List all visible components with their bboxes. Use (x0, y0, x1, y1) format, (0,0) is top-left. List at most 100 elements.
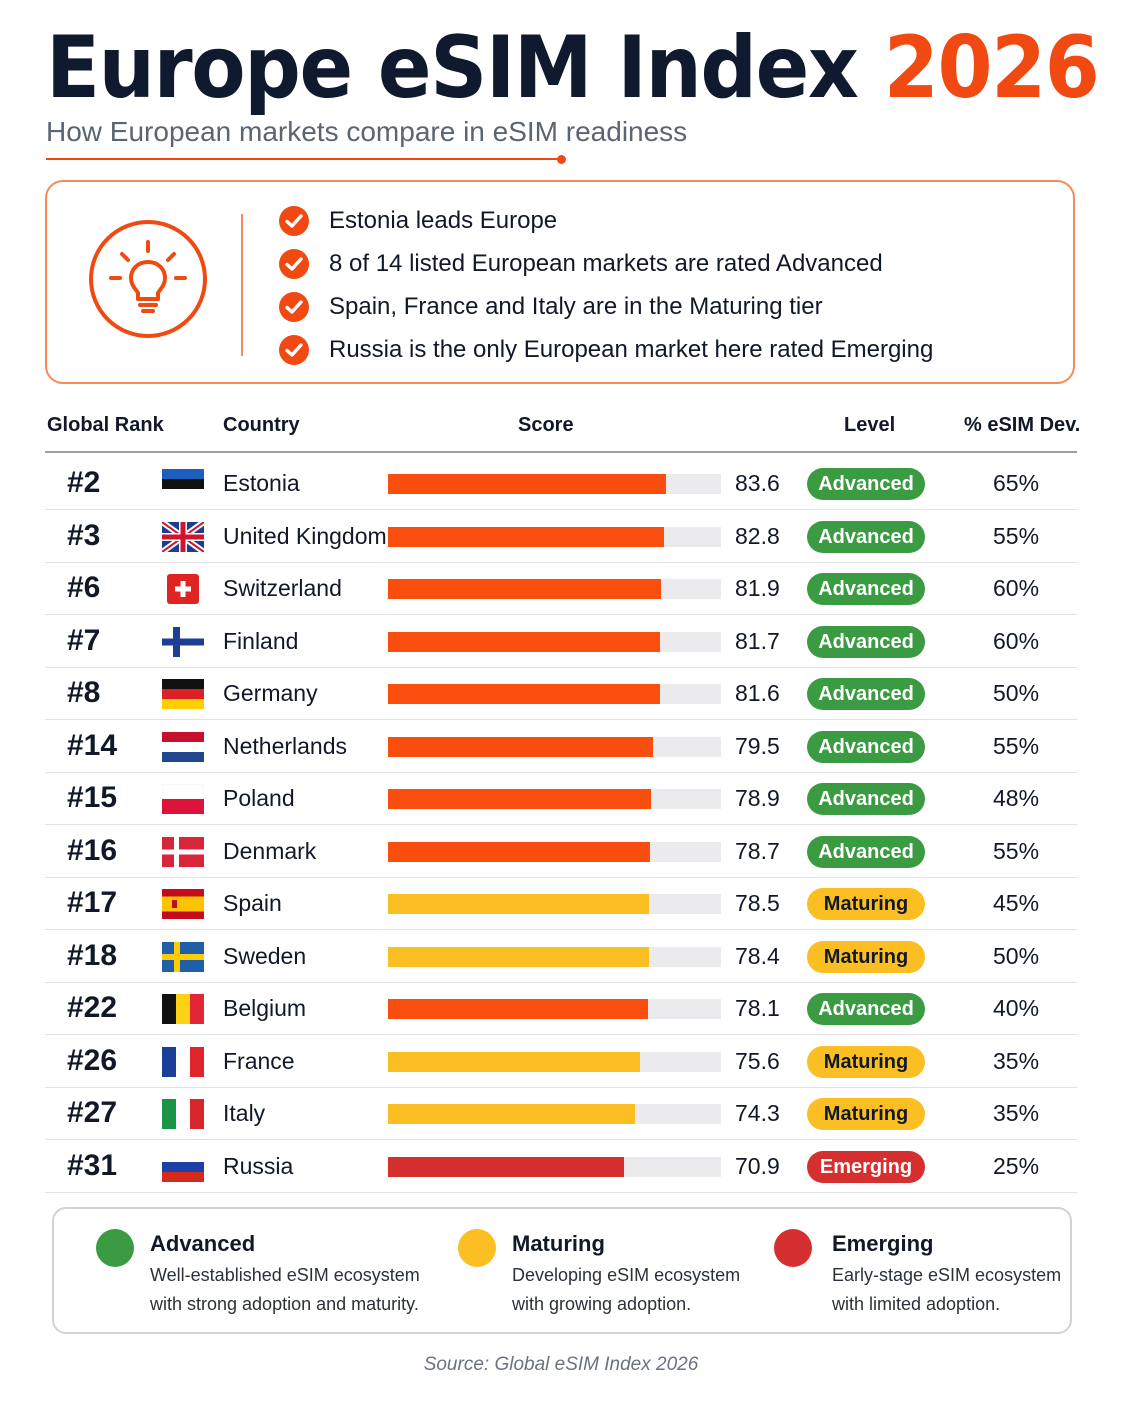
netherlands-flag-icon (162, 731, 204, 762)
belgium-flag-icon (162, 994, 204, 1024)
esim-dev-cell: 55% (993, 522, 1040, 549)
spain-flag-icon (162, 889, 204, 919)
level-badge: Emerging (807, 1150, 925, 1183)
rank-cell: #8 (67, 676, 101, 709)
row-divider (45, 561, 1077, 563)
subtitle-underline (46, 158, 560, 160)
check-circle-icon (279, 335, 309, 365)
score-bar-track (388, 999, 721, 1019)
france-flag-icon (162, 1046, 204, 1077)
country-cell: Sweden (223, 942, 307, 969)
score-bar-track (388, 684, 721, 704)
row-divider (45, 509, 1077, 510)
esim-dev-cell: 25% (993, 1152, 1040, 1179)
score-bar (388, 789, 651, 809)
row-divider (45, 1191, 1077, 1193)
highlight-item: Estonia leads Europe (279, 204, 557, 238)
table-row: #22 Belgium 78.1 Advanced 40% (45, 983, 1077, 1035)
level-badge: Maturing (807, 940, 925, 973)
rank-cell: #18 (67, 938, 118, 972)
country-cell: Germany (223, 680, 318, 706)
score-bar (388, 631, 661, 652)
highlight-text: Russia is the only European market here … (329, 336, 934, 363)
row-divider (45, 614, 1077, 615)
check-circle-icon (279, 292, 309, 322)
score-value: 83.6 (735, 470, 780, 496)
table-row: #14 Netherlands 79.5 Advanced 55% (45, 721, 1077, 773)
source-note: Source: Global eSIM Index 2026 (423, 1354, 699, 1375)
row-divider (45, 1139, 1077, 1140)
rank-cell: #2 (67, 466, 101, 499)
italy-flag-icon (162, 1099, 204, 1129)
check-circle-icon (279, 206, 309, 236)
legend-maturing-description: Developing eSIM ecosystem with growing ad… (512, 1265, 741, 1314)
table-row: #8 Germany 81.6 Advanced 50% (45, 668, 1077, 720)
column-header-level: Level (844, 414, 896, 436)
score-bar-track (388, 579, 721, 599)
level-badge: Advanced (807, 993, 925, 1025)
legend-emerging-description: Early-stage eSIM ecosystem with limited a… (832, 1265, 1062, 1314)
score-bar (388, 841, 651, 862)
esim-dev-cell: 50% (993, 680, 1040, 706)
row-divider (45, 929, 1077, 930)
rank-cell: #22 (67, 991, 118, 1024)
score-value: 70.9 (735, 1152, 780, 1179)
country-cell: Poland (223, 785, 295, 811)
highlight-item: Russia is the only European market here … (279, 333, 933, 367)
row-divider (45, 876, 1077, 878)
subtitle-underline-dot (557, 155, 566, 164)
russia-flag-icon (162, 1151, 204, 1182)
column-header-esim-dev: % eSIM Dev. (964, 414, 1081, 436)
check-circle-icon (279, 249, 309, 279)
score-bar-track (388, 841, 721, 862)
score-bar (388, 684, 660, 704)
score-value: 74.3 (735, 1100, 780, 1126)
table-row: #31 Russia 70.9 Emerging 25% (45, 1141, 1077, 1193)
score-value: 82.8 (735, 522, 780, 549)
score-bar (388, 1104, 636, 1124)
score-bar-track (388, 789, 721, 809)
score-bar-track (388, 474, 721, 494)
panel-divider (241, 214, 243, 356)
score-bar-track (388, 526, 721, 547)
title-main: Europe eSIM Index (46, 18, 859, 118)
country-cell: United Kingdom (223, 522, 387, 549)
score-value: 78.4 (735, 942, 780, 969)
score-bar (388, 1156, 625, 1177)
legend-advanced-title: Advanced (150, 1231, 256, 1256)
esim-dev-cell: 50% (993, 942, 1040, 969)
score-bar-track (388, 946, 721, 967)
table-row: #2 Estonia 83.6 Advanced 65% (45, 458, 1077, 510)
level-badge: Maturing (807, 1098, 925, 1130)
country-cell: Italy (223, 1100, 266, 1126)
score-bar (388, 526, 664, 547)
score-bar (388, 999, 649, 1019)
finland-flag-icon (162, 626, 204, 657)
level-badge: Advanced (807, 520, 925, 553)
row-divider (45, 771, 1077, 773)
score-bar (388, 474, 667, 494)
table-row: #7 Finland 81.7 Advanced 60% (45, 616, 1077, 668)
highlight-item: 8 of 14 listed European markets are rate… (279, 247, 883, 281)
esim-dev-cell: 60% (993, 627, 1040, 654)
score-bar-track (388, 736, 721, 757)
row-divider (45, 1034, 1077, 1035)
key-highlights-panel: Estonia leads Europe 8 of 14 listed Europ… (45, 180, 1075, 384)
table-row: #27 Italy 74.3 Maturing 35% (45, 1088, 1077, 1140)
score-bar (388, 736, 653, 757)
lightbulb-icon (89, 220, 207, 338)
germany-flag-icon (162, 679, 204, 709)
poland-flag-icon (161, 783, 205, 814)
highlight-text: 8 of 14 listed European markets are rate… (329, 250, 883, 277)
column-header-country: Country (223, 414, 300, 436)
table-row: #16 Denmark 78.7 Advanced 55% (45, 826, 1077, 878)
page-title: Europe eSIM Index 2026 (46, 18, 1100, 118)
legend-maturing-dot (458, 1229, 496, 1267)
score-bar-track (388, 1156, 721, 1177)
denmark-flag-icon (162, 836, 204, 867)
table-row: #26 France 75.6 Maturing 35% (45, 1036, 1077, 1088)
esim-dev-cell: 55% (993, 732, 1040, 759)
level-badge: Advanced (807, 678, 925, 710)
score-value: 78.5 (735, 890, 780, 916)
rank-cell: #16 (67, 833, 118, 867)
